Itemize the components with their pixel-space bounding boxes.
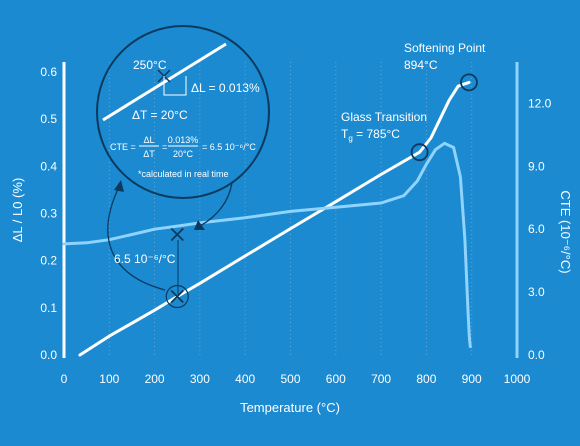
- y-right-tick-labels: 0.0 3.0 6.0 9.0 12.0: [528, 96, 552, 362]
- inset-frac2-num: 0.013%: [168, 135, 199, 145]
- softening-point-label: Softening Point: [404, 41, 486, 55]
- softening-point-marker: [460, 73, 478, 92]
- cte-cross-marker: [170, 227, 184, 242]
- series-layer: [62, 80, 472, 357]
- glass-temp-subscript: g: [348, 134, 352, 143]
- y-left-tick-label: 0.6: [40, 65, 57, 79]
- x-axis-title: Temperature (°C): [240, 400, 340, 415]
- x-tick-label: 800: [416, 372, 436, 386]
- cte-series-line: [62, 141, 472, 349]
- connector-arrow-left: [107, 184, 166, 291]
- x-tick-label: 400: [235, 372, 255, 386]
- connector-arrow-right: [199, 182, 233, 227]
- y-left-tick-label: 0.2: [40, 254, 57, 268]
- x-tick-label: 1000: [504, 372, 531, 386]
- inset-point-label: 250°C: [133, 58, 167, 72]
- expansion-zoom-circle: [165, 284, 189, 309]
- expansion-cross-marker: [170, 289, 184, 304]
- magnifier-inset: 250°C ΔL = 0.013% ΔT = 20°C CTE = ΔL ΔT …: [96, 25, 270, 199]
- connector-arrowhead-right: [194, 220, 205, 230]
- x-tick-label: 0: [61, 372, 68, 386]
- x-tick-label: 200: [145, 372, 165, 386]
- y-right-tick-label: 12.0: [528, 96, 552, 110]
- expansion-series-line: [78, 80, 471, 357]
- x-tick-labels: 0 100 200 300 400 500 600 700 800 900 1000: [61, 372, 531, 386]
- inset-cte-lhs: CTE =: [110, 142, 136, 152]
- x-tick-label: 900: [462, 372, 482, 386]
- y-left-tick-label: 0.1: [40, 301, 57, 315]
- x-tick-label: 300: [190, 372, 210, 386]
- y-right-tick-label: 6.0: [528, 222, 545, 236]
- x-tick-label: 100: [99, 372, 119, 386]
- inset-step-lines: [163, 76, 187, 96]
- glass-transition-label: Glass Transition: [341, 110, 427, 124]
- inset-result: = 6.5 10⁻⁶/°C: [202, 142, 256, 152]
- glass-transition-marker: [410, 143, 429, 162]
- slope-label: 6.5 10⁻⁶/°C: [114, 252, 176, 266]
- inset-delta-l: ΔL = 0.013%: [191, 81, 260, 95]
- inset-frac2-den: 20°C: [173, 149, 194, 159]
- connector-arrowhead-left: [114, 180, 124, 192]
- glass-transition-temp: Tg = 785°C: [341, 127, 400, 143]
- inset-frac1-num: ΔL: [143, 135, 154, 145]
- y-right-axis-title: CTE (10⁻⁶/°C): [558, 190, 573, 273]
- inset-delta-t: ΔT = 20°C: [132, 108, 188, 122]
- inset-equals: =: [162, 142, 167, 152]
- x-tick-label: 500: [280, 372, 300, 386]
- y-right-tick-label: 9.0: [528, 159, 545, 173]
- x-tick-label: 700: [371, 372, 391, 386]
- y-right-tick-label: 3.0: [528, 285, 545, 299]
- magnifier-circle: [96, 25, 270, 199]
- y-left-tick-labels: 0.0 0.1 0.2 0.3 0.4 0.5 0.6: [40, 65, 57, 362]
- inset-frac1-den: ΔT: [143, 149, 155, 159]
- softening-point-temp: 894°C: [404, 58, 438, 72]
- y-right-tick-label: 0.0: [528, 348, 545, 362]
- x-tick-label: 600: [326, 372, 346, 386]
- inset-note: *calculated in real time: [138, 169, 229, 179]
- y-left-tick-label: 0.4: [40, 159, 57, 173]
- y-left-tick-label: 0.5: [40, 112, 57, 126]
- y-left-tick-label: 0.0: [40, 348, 57, 362]
- marker-layer: [165, 73, 478, 309]
- y-left-tick-label: 0.3: [40, 207, 57, 221]
- y-left-axis-title: ΔL / L0 (%): [10, 178, 25, 243]
